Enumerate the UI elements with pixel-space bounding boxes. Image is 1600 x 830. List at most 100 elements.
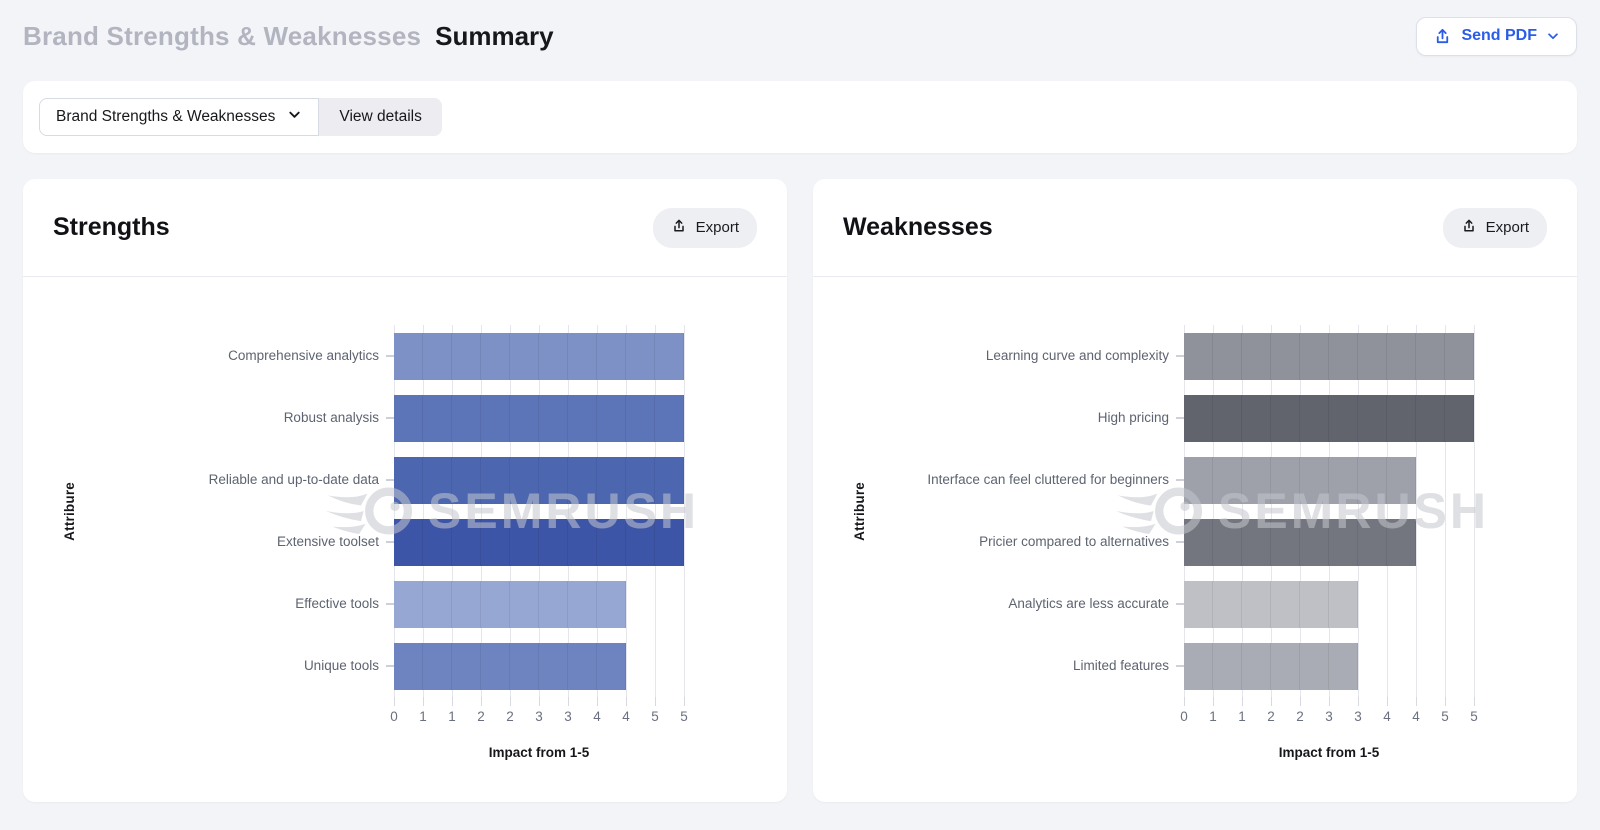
category-label: Interface can feel cluttered for beginne… bbox=[927, 472, 1169, 488]
category-label: Effective tools bbox=[295, 596, 379, 612]
x-tick-label: 2 bbox=[1296, 709, 1304, 724]
tick-mark bbox=[510, 697, 511, 706]
x-tick-label: 3 bbox=[1354, 709, 1362, 724]
y-tick-mark bbox=[1176, 355, 1184, 357]
category-label-row: Pricier compared to alternatives bbox=[879, 511, 1184, 573]
x-tick-label: 0 bbox=[1180, 709, 1188, 724]
x-axis-ticks: 0 1 1 2 2 3 3 4 4 5 5 bbox=[390, 697, 688, 729]
y-tick-mark bbox=[386, 665, 394, 667]
category-labels: Learning curve and complexity High pricin… bbox=[879, 325, 1184, 697]
category-label: High pricing bbox=[1097, 410, 1169, 426]
bar-row bbox=[394, 387, 684, 449]
tick-mark bbox=[423, 697, 424, 706]
tick-mark bbox=[1329, 697, 1330, 706]
report-toolbar: Brand Strengths & Weaknesses View detail… bbox=[23, 81, 1577, 153]
grid-line bbox=[1271, 325, 1272, 697]
x-tick-label: 5 bbox=[1441, 709, 1449, 724]
y-tick-mark bbox=[386, 603, 394, 605]
grid-line bbox=[1358, 325, 1359, 697]
x-axis-ticks: 0 1 1 2 2 3 3 4 4 5 5 bbox=[1180, 697, 1478, 729]
x-axis-title: Impact from 1-5 bbox=[1278, 745, 1380, 760]
plot-column: SEMRUSH 0 1 1 2 2 3 3 4 4 5 5 Impact from 1-5 bbox=[1116, 325, 1486, 760]
y-tick-mark bbox=[386, 355, 394, 357]
x-tick-label: 5 bbox=[651, 709, 659, 724]
bar-row bbox=[1184, 449, 1474, 511]
charts-grid: Strengths Export Attribure Comprehensive… bbox=[23, 179, 1577, 802]
x-axis-title: Impact from 1-5 bbox=[488, 745, 590, 760]
weaknesses-plot-area: SEMRUSH bbox=[1116, 325, 1486, 697]
x-tick-label: 5 bbox=[680, 709, 688, 724]
category-label: Analytics are less accurate bbox=[1008, 596, 1169, 612]
tick-mark bbox=[1387, 697, 1388, 706]
grid-line bbox=[539, 325, 540, 697]
grid-line bbox=[1300, 325, 1301, 697]
bar-row bbox=[1184, 573, 1474, 635]
grid-line bbox=[1329, 325, 1330, 697]
category-label: Limited features bbox=[1072, 658, 1169, 674]
bar bbox=[394, 332, 684, 380]
x-tick-label: 1 bbox=[1238, 709, 1246, 724]
category-label-row: High pricing bbox=[879, 387, 1184, 449]
weaknesses-card: Weaknesses Export Attribure Learning cur… bbox=[813, 179, 1577, 802]
divider bbox=[23, 276, 787, 277]
bar-row bbox=[1184, 325, 1474, 387]
weaknesses-chart: Attribure Learning curve and complexity H… bbox=[813, 277, 1577, 760]
tick-mark bbox=[1271, 697, 1272, 706]
chevron-down-icon bbox=[287, 107, 302, 127]
bar bbox=[394, 580, 626, 628]
category-label-row: Comprehensive analytics bbox=[89, 325, 394, 387]
category-label-row: Robust analysis bbox=[89, 387, 394, 449]
category-label: Comprehensive analytics bbox=[228, 348, 379, 364]
y-axis-title-container: Attribure bbox=[839, 325, 879, 697]
bar-row bbox=[394, 635, 684, 697]
grid-line bbox=[1416, 325, 1417, 697]
category-label-row: Unique tools bbox=[89, 635, 394, 697]
tick-mark bbox=[452, 697, 453, 706]
strengths-title: Strengths bbox=[53, 213, 170, 241]
bar bbox=[1184, 394, 1474, 442]
tick-mark bbox=[539, 697, 540, 706]
y-tick-mark bbox=[386, 479, 394, 481]
bar-row bbox=[394, 573, 684, 635]
category-label-row: Effective tools bbox=[89, 573, 394, 635]
weaknesses-export-button[interactable]: Export bbox=[1442, 207, 1547, 248]
report-select-dropdown[interactable]: Brand Strengths & Weaknesses bbox=[39, 98, 320, 136]
x-tick-label: 1 bbox=[448, 709, 456, 724]
grid-line bbox=[655, 325, 656, 697]
x-tick-label: 3 bbox=[1325, 709, 1333, 724]
tick-mark bbox=[481, 697, 482, 706]
report-select-label: Brand Strengths & Weaknesses bbox=[56, 108, 276, 125]
grid-line bbox=[510, 325, 511, 697]
grid-line bbox=[423, 325, 424, 697]
page-title: Summary bbox=[435, 20, 554, 51]
bar bbox=[394, 518, 684, 566]
grid-line bbox=[1242, 325, 1243, 697]
x-tick-label: 0 bbox=[390, 709, 398, 724]
breadcrumb: Brand Strengths & Weaknesses Summary bbox=[23, 21, 554, 52]
tick-mark bbox=[1242, 697, 1243, 706]
tick-mark bbox=[568, 697, 569, 706]
export-label: Export bbox=[1485, 219, 1529, 236]
upload-icon bbox=[671, 218, 687, 238]
send-pdf-label: Send PDF bbox=[1461, 27, 1537, 44]
strengths-export-button[interactable]: Export bbox=[652, 207, 757, 248]
category-label: Learning curve and complexity bbox=[985, 348, 1169, 364]
bar bbox=[1184, 456, 1416, 504]
category-label-row: Extensive toolset bbox=[89, 511, 394, 573]
bar bbox=[1184, 580, 1358, 628]
grid-line bbox=[684, 325, 685, 697]
breadcrumb-report-name: Brand Strengths & Weaknesses bbox=[23, 20, 422, 51]
bar-row bbox=[394, 511, 684, 573]
x-tick-label: 4 bbox=[622, 709, 630, 724]
weaknesses-card-header: Weaknesses Export bbox=[813, 179, 1577, 276]
grid-line bbox=[452, 325, 453, 697]
grid-line bbox=[1445, 325, 1446, 697]
grid-line bbox=[1387, 325, 1388, 697]
chevron-down-icon bbox=[1546, 29, 1560, 43]
view-details-button[interactable]: View details bbox=[319, 98, 442, 136]
export-label: Export bbox=[695, 219, 739, 236]
page: Brand Strengths & Weaknesses Summary Sen… bbox=[23, 16, 1577, 802]
send-pdf-button[interactable]: Send PDF bbox=[1416, 16, 1577, 56]
tick-mark bbox=[1358, 697, 1359, 706]
strengths-chart: Attribure Comprehensive analytics Robust … bbox=[23, 277, 787, 760]
